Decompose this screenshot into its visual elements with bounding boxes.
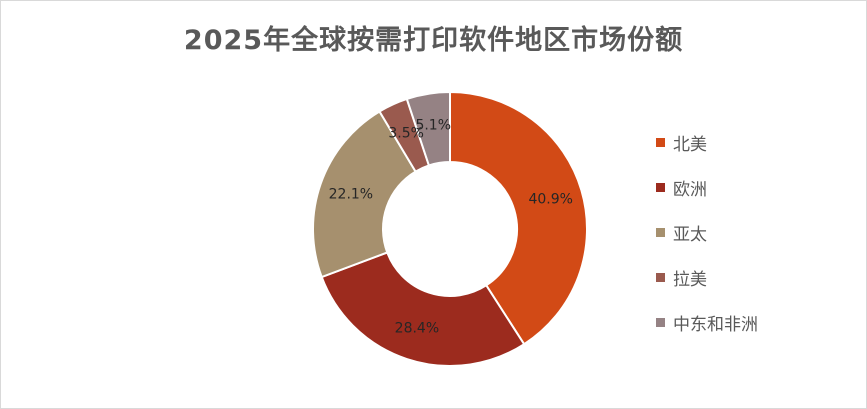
legend-swatch <box>656 318 665 327</box>
data-labels: 40.9% 28.4% 22.1% 3.5%5.1% <box>329 117 573 336</box>
legend-item: 亚太 <box>656 210 758 255</box>
chart-title: 2025年全球按需打印软件地区市场份额 <box>183 25 684 56</box>
data-label: 5.1% <box>415 117 451 133</box>
legend-label: 中东和非洲 <box>673 315 758 335</box>
legend-item: 北美 <box>656 120 758 165</box>
legend-item: 欧洲 <box>656 165 758 210</box>
data-label: 28.4% <box>395 321 439 337</box>
legend-swatch <box>656 138 665 147</box>
legend-item: 拉美 <box>656 255 758 300</box>
legend-swatch <box>656 228 665 237</box>
legend-swatch <box>656 183 665 192</box>
data-label: 3.5% <box>388 126 424 142</box>
chart-legend: 北美欧洲亚太拉美中东和非洲 <box>656 120 758 345</box>
donut-slice <box>405 90 451 167</box>
legend-swatch <box>656 273 665 282</box>
legend-label: 欧洲 <box>673 180 707 200</box>
data-label: 40.9% <box>528 191 572 207</box>
legend-label: 北美 <box>673 135 707 155</box>
legend-item: 中东和非洲 <box>656 300 758 345</box>
legend-label: 亚太 <box>673 225 707 245</box>
donut-slices <box>312 90 588 367</box>
data-label: 22.1% <box>329 186 373 202</box>
donut-slice <box>449 90 588 346</box>
donut-slice <box>312 110 417 279</box>
donut-slice <box>320 251 526 367</box>
legend-label: 拉美 <box>673 270 707 290</box>
